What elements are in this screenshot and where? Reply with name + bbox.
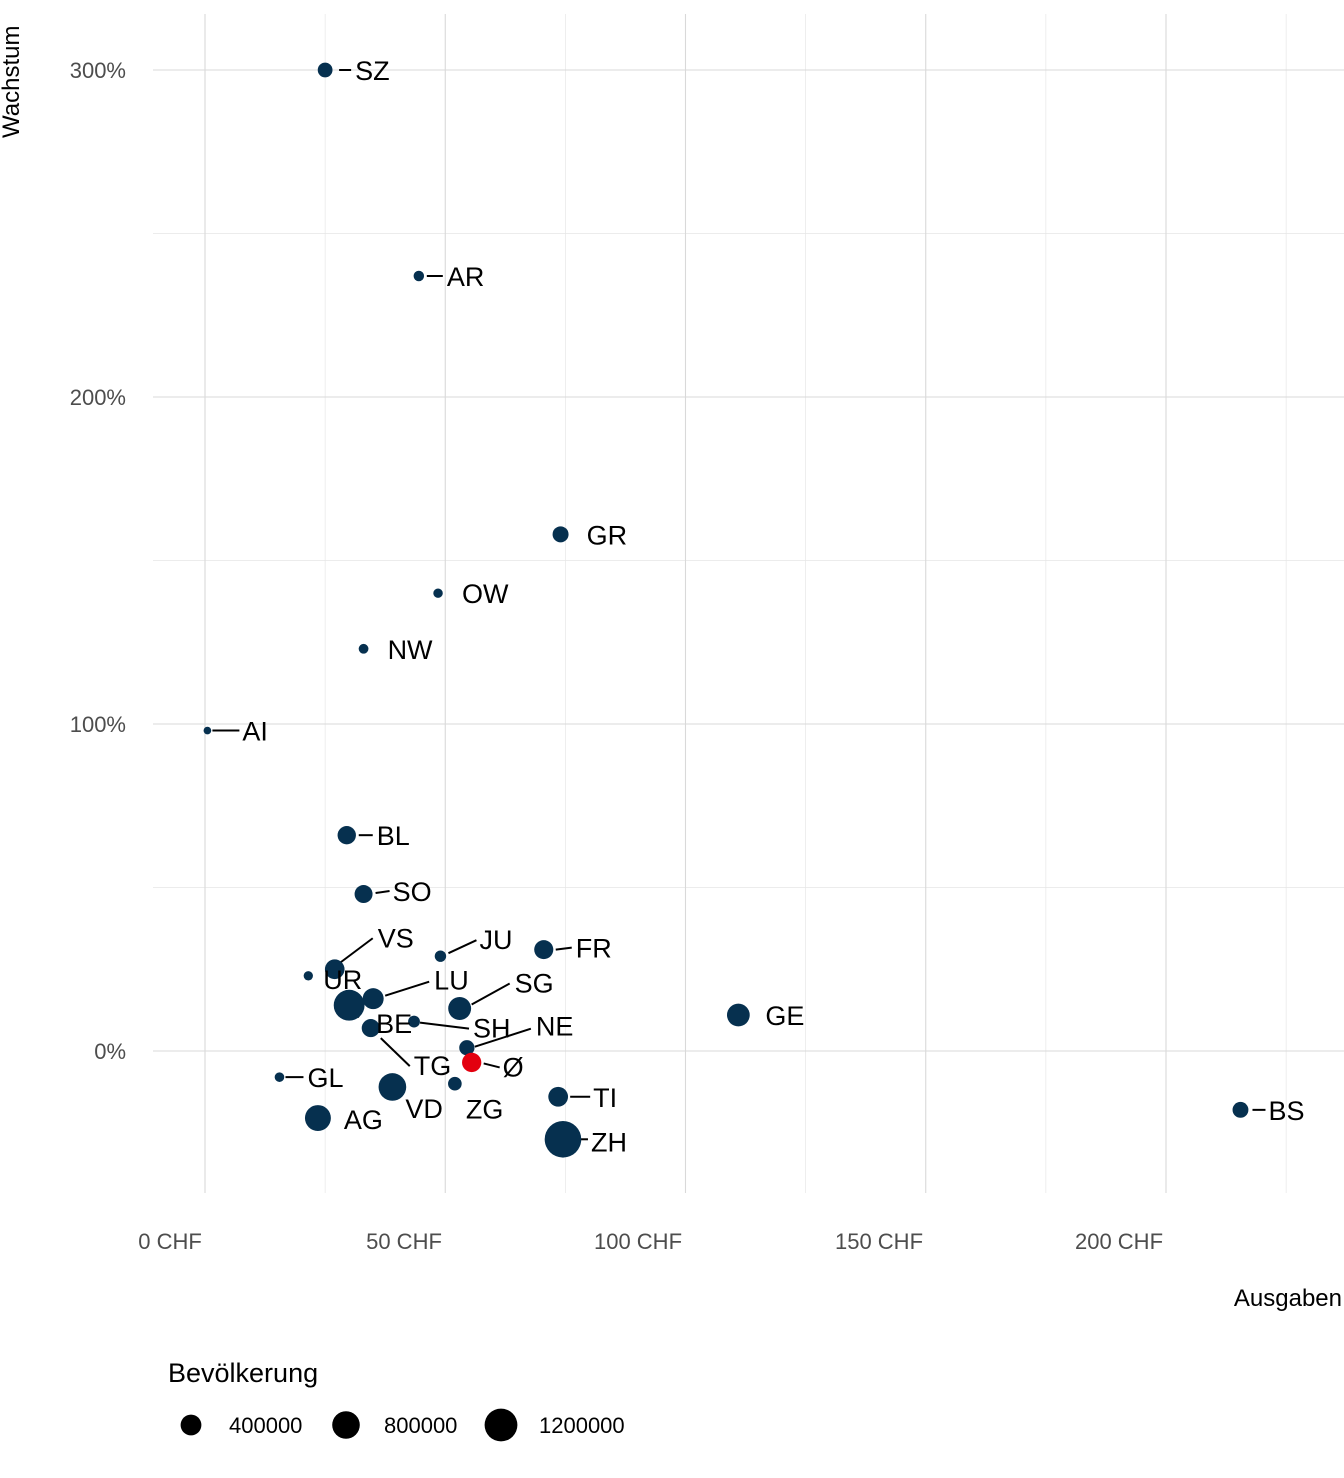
data-points	[203, 62, 1249, 1158]
data-point	[459, 1040, 475, 1056]
y-tick-label: 0%	[94, 1039, 126, 1064]
x-tick-label: 100 CHF	[594, 1229, 682, 1254]
data-point	[324, 959, 345, 980]
data-point	[354, 885, 373, 904]
point-label: AG	[344, 1105, 383, 1135]
legend-symbol	[484, 1408, 518, 1442]
point-label: GE	[765, 1001, 804, 1031]
data-point	[544, 1121, 582, 1158]
data-point	[408, 1015, 420, 1028]
data-point	[362, 988, 384, 1010]
legend-symbol	[180, 1414, 202, 1436]
y-tick-label: 200%	[70, 385, 126, 410]
grid-major	[153, 14, 1344, 1193]
legend-label: 800000	[384, 1413, 457, 1438]
leader-line	[471, 982, 511, 1006]
label-leader-lines	[212, 69, 1266, 1141]
leader-line	[340, 937, 374, 964]
point-label: JU	[479, 925, 512, 955]
y-axis-tick-labels: 0% 100% 200% 300%	[70, 58, 126, 1064]
data-point	[358, 643, 369, 654]
point-label: SO	[393, 877, 432, 907]
point-label: BS	[1268, 1096, 1304, 1126]
data-point	[548, 1086, 569, 1107]
point-label: AR	[447, 262, 485, 292]
point-label: SH	[473, 1014, 511, 1044]
point-label: BL	[377, 821, 410, 851]
leader-line	[384, 980, 430, 997]
data-point	[434, 950, 447, 962]
data-point	[304, 1105, 331, 1132]
x-tick-label: 150 CHF	[835, 1229, 923, 1254]
size-legend: Bevölkerung 400000 800000 1200000	[168, 1358, 625, 1442]
y-axis-title: Wachstum	[0, 26, 25, 138]
point-label: OW	[462, 579, 509, 609]
data-point	[534, 940, 554, 960]
point-labels: SZ AR GR OW NW AI BL SO VS JU FR UR LU SG GE BE SH TG NE GL…	[242, 56, 1304, 1157]
legend-symbol	[332, 1411, 360, 1439]
data-point	[1232, 1101, 1249, 1118]
grid-minor	[153, 14, 1344, 1193]
y-tick-label: 100%	[70, 712, 126, 737]
point-label: GL	[307, 1063, 343, 1093]
point-label: UR	[323, 965, 362, 995]
x-tick-label: 50 CHF	[366, 1229, 442, 1254]
leader-line	[555, 946, 572, 951]
leader-line	[380, 1037, 411, 1067]
data-point	[337, 825, 356, 845]
data-point	[203, 726, 212, 735]
legend-label: 400000	[229, 1413, 302, 1438]
y-tick-label: 300%	[70, 58, 126, 83]
point-label: SZ	[355, 56, 390, 86]
average-point	[462, 1052, 482, 1073]
leader-line	[375, 890, 390, 895]
leader-line	[419, 1021, 470, 1030]
data-point	[433, 588, 443, 598]
legend-label: 1200000	[539, 1413, 625, 1438]
leader-line	[448, 939, 477, 955]
data-point	[303, 971, 313, 981]
data-point	[274, 1072, 285, 1082]
data-point	[448, 997, 472, 1020]
data-point	[317, 62, 333, 78]
point-label: FR	[576, 934, 612, 964]
leader-line	[474, 1027, 532, 1048]
x-tick-label: 0 CHF	[138, 1229, 202, 1254]
point-label: TI	[593, 1083, 617, 1113]
x-axis-tick-labels: 0 CHF 50 CHF 100 CHF 150 CHF 200 CHF	[138, 1229, 1163, 1254]
data-point	[552, 526, 569, 543]
point-label: LU	[434, 966, 469, 996]
data-point	[378, 1073, 407, 1101]
point-label: ZH	[591, 1127, 627, 1157]
point-label: VS	[378, 923, 414, 953]
point-label: GR	[587, 520, 628, 550]
point-label: TG	[414, 1051, 452, 1081]
point-label: SG	[515, 968, 554, 998]
legend-title: Bevölkerung	[168, 1358, 318, 1388]
data-point	[726, 1003, 750, 1027]
point-label: BE	[376, 1009, 412, 1039]
data-point	[413, 270, 425, 282]
point-label: NW	[388, 635, 433, 665]
data-point	[333, 989, 365, 1021]
point-label: NE	[536, 1012, 574, 1042]
point-label: VD	[405, 1094, 443, 1124]
point-label: Ø	[503, 1052, 524, 1082]
leader-line	[483, 1062, 500, 1069]
x-axis-title: Ausgaben	[1234, 1285, 1342, 1312]
point-label: ZG	[466, 1095, 504, 1125]
data-point	[361, 1019, 380, 1038]
legend-items: 400000 800000 1200000	[180, 1408, 625, 1442]
data-point	[448, 1076, 462, 1091]
point-label: AI	[242, 717, 268, 747]
x-tick-label: 200 CHF	[1075, 1229, 1163, 1254]
